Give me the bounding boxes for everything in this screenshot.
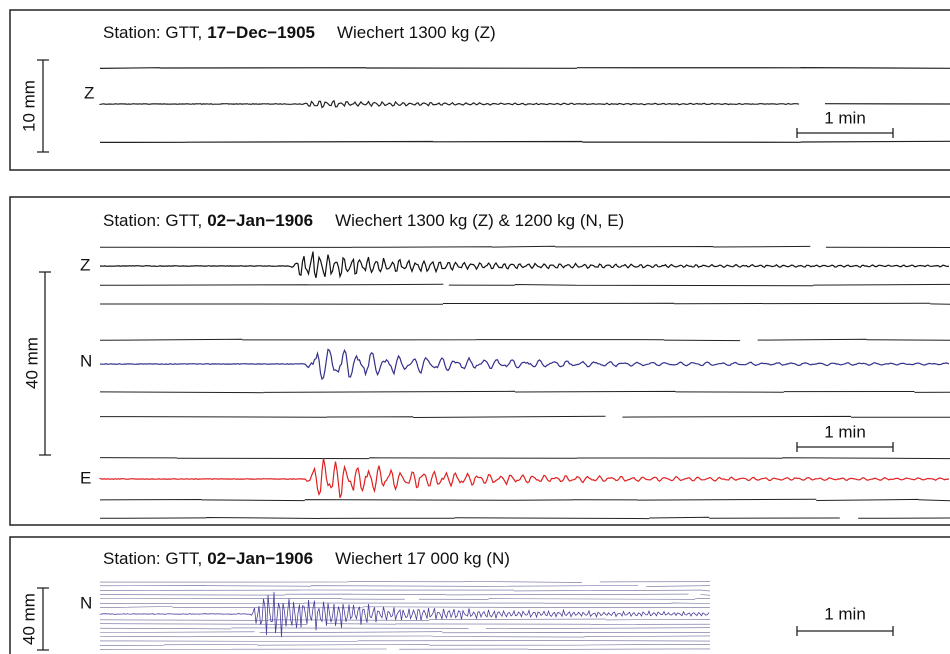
trace [100,252,949,278]
time-label: 1 min [824,422,866,441]
trace [100,303,950,304]
trace [100,636,710,637]
panel-title: Station: GTT, 17−Dec−1905 Wiechert 1300 kg… [103,23,496,42]
trace [100,284,950,285]
trace [100,644,710,645]
time-bar [797,626,893,636]
trace [100,517,950,518]
trace [100,68,950,69]
time-label: 1 min [824,604,866,623]
trace [100,391,950,392]
amplitude-label: 10 mm [19,80,38,132]
instrument: Wiechert 1300 kg (Z) & 1200 kg (N, E) [335,211,624,230]
trace [100,416,950,417]
trace [100,603,710,604]
trace [100,499,950,500]
trace [100,101,799,108]
trace [100,582,710,583]
trace [100,598,710,599]
station: Station: GTT, [103,549,202,568]
channel-label: Z [80,255,90,274]
date: 17−Dec−1905 [207,23,315,42]
trace [100,594,710,595]
panel-title: Station: GTT, 02−Jan−1906 Wiechert 17 000 … [103,549,510,568]
amplitude-bar [37,60,49,152]
channel-label: N [80,351,92,370]
trace [100,607,710,608]
trace [100,649,710,650]
trace [100,349,949,379]
instrument: Wiechert 1300 kg (Z) [337,23,496,42]
trace [100,458,949,497]
instrument: Wiechert 17 000 kg (N) [335,549,510,568]
trace [100,590,710,591]
trace [100,458,950,459]
trace [100,141,950,142]
time-bar [797,442,893,452]
station: Station: GTT, [103,211,202,230]
panel-title: Station: GTT, 02−Jan−1906 Wiechert 1300 kg… [103,211,624,230]
figure: Station: GTT, 17−Dec−1905 Wiechert 1300 kg… [0,0,950,654]
trace [100,624,710,625]
channel-label: N [80,593,92,612]
channel-label: Z [84,83,94,102]
time-bar [797,128,893,138]
trace [100,641,710,642]
trace [100,246,950,247]
trace [100,628,710,629]
date: 02−Jan−1906 [207,549,313,568]
station: Station: GTT, [103,23,202,42]
channel-label: E [80,468,91,487]
trace [100,619,710,620]
amplitude-bar [37,588,49,650]
trace [100,632,710,633]
time-label: 1 min [824,108,866,127]
date: 02−Jan−1906 [207,211,313,230]
trace [100,339,950,340]
amplitude-label: 40 mm [22,337,41,389]
trace [100,586,710,587]
amplitude-label: 40 mm [19,593,38,645]
